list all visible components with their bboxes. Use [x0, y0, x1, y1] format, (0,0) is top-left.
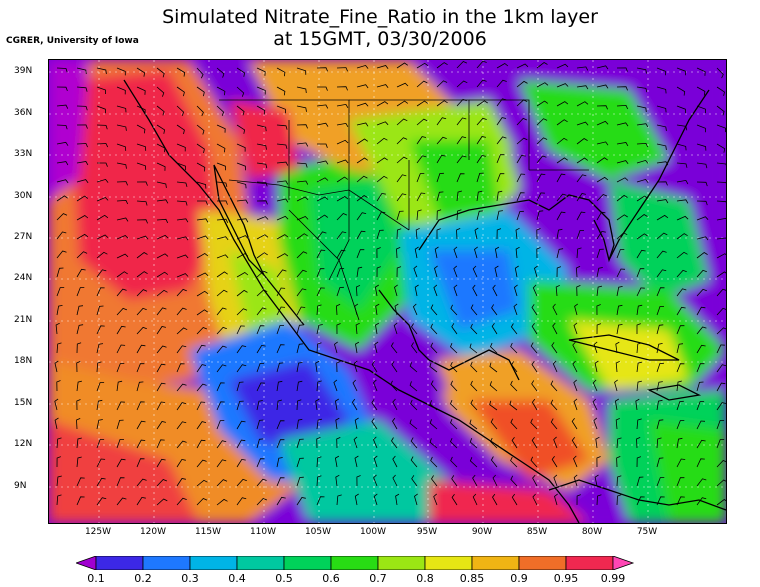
- lat-label: 9N: [14, 481, 27, 491]
- coastlines: [123, 79, 726, 523]
- colorbar-segment: [330, 556, 379, 570]
- lat-label: 30N: [14, 191, 33, 201]
- colorbar-segment: [424, 556, 473, 570]
- concentration-field: [49, 60, 726, 523]
- colorbar-label: 0.4: [228, 572, 246, 585]
- colorbar-label: 0.8: [416, 572, 434, 585]
- lon-label: 75W: [636, 527, 658, 537]
- colorbar-segment: [283, 556, 332, 570]
- colorbar: [76, 556, 635, 570]
- graticule: [49, 60, 726, 523]
- lon-label: 80W: [581, 527, 603, 537]
- colorbar-label: 0.2: [134, 572, 152, 585]
- wind-barbs: [54, 60, 726, 506]
- colorbar-label: 0.99: [600, 572, 626, 585]
- lon-label: 100W: [359, 527, 387, 537]
- map-title-line1: Simulated Nitrate_Fine_Ratio in the 1km …: [162, 6, 598, 28]
- colorbar-label: 0.1: [87, 572, 105, 585]
- lat-label: 21N: [14, 315, 33, 325]
- colorbar-label: 0.95: [553, 572, 579, 585]
- colorbar-segment: [518, 556, 567, 570]
- lon-label: 105W: [304, 527, 332, 537]
- lon-label: 115W: [194, 527, 222, 537]
- lat-label: 15N: [14, 398, 33, 408]
- colorbar-max-arrow: [612, 556, 635, 570]
- colorbar-segment: [565, 556, 614, 570]
- lat-label: 24N: [14, 273, 33, 283]
- colorbar-segment: [95, 556, 144, 570]
- credit-label: CGRER, University of Iowa: [6, 36, 139, 46]
- lon-label: 95W: [416, 527, 438, 537]
- map-canvas: [49, 60, 726, 523]
- lat-label: 27N: [14, 232, 33, 242]
- lat-label: 12N: [14, 439, 33, 449]
- map-title-line2: at 15GMT, 03/30/2006: [273, 28, 487, 50]
- colorbar-label: 0.6: [322, 572, 340, 585]
- lat-label: 33N: [14, 149, 33, 159]
- lat-label: 36N: [14, 108, 33, 118]
- colorbar-label: 0.85: [459, 572, 485, 585]
- colorbar-segment: [471, 556, 520, 570]
- colorbar-label: 0.9: [510, 572, 528, 585]
- colorbar-segment: [142, 556, 191, 570]
- lat-label: 18N: [14, 356, 33, 366]
- political-boundaries: [219, 99, 589, 321]
- colorbar-segment: [236, 556, 285, 570]
- colorbar-min-arrow: [76, 556, 97, 570]
- colorbar-label: 0.5: [275, 572, 293, 585]
- lon-label: 110W: [249, 527, 277, 537]
- lon-label: 125W: [84, 527, 112, 537]
- lon-label: 90W: [471, 527, 493, 537]
- colorbar-segment: [377, 556, 426, 570]
- lat-label: 39N: [14, 66, 33, 76]
- nitrate-ratio-map: [48, 59, 727, 524]
- lon-label: 120W: [139, 527, 167, 537]
- colorbar-segment: [189, 556, 238, 570]
- lon-label: 85W: [526, 527, 548, 537]
- colorbar-label: 0.3: [181, 572, 199, 585]
- colorbar-label: 0.7: [369, 572, 387, 585]
